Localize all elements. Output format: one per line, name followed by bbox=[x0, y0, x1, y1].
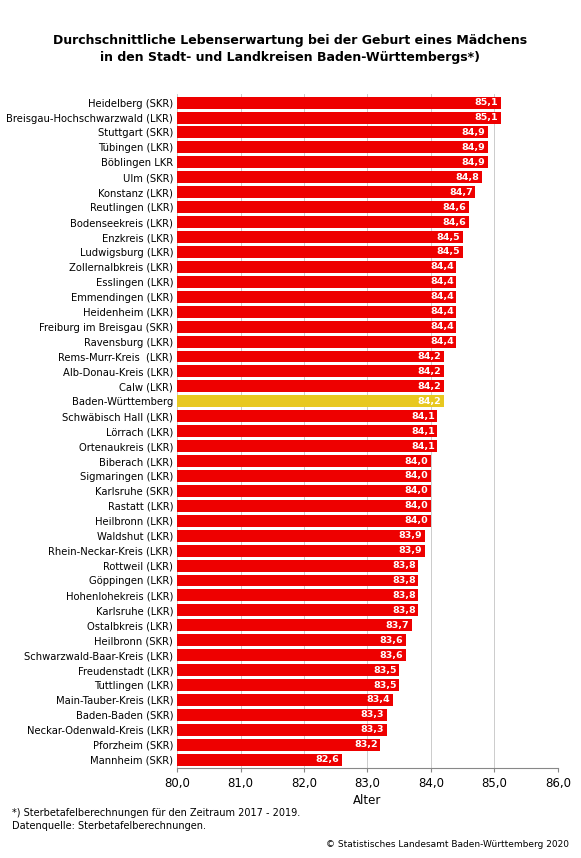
Text: 84,4: 84,4 bbox=[430, 277, 454, 287]
Text: 84,9: 84,9 bbox=[462, 158, 486, 166]
Text: 83,6: 83,6 bbox=[379, 650, 403, 660]
Text: Durchschnittliche Lebenserwartung bei der Geburt eines Mädchens
in den Stadt- un: Durchschnittliche Lebenserwartung bei de… bbox=[53, 34, 528, 64]
Bar bbox=[177, 410, 437, 422]
Bar bbox=[177, 739, 380, 751]
Text: 84,1: 84,1 bbox=[411, 426, 435, 436]
Bar bbox=[177, 634, 406, 646]
Bar bbox=[177, 426, 437, 437]
Bar bbox=[177, 664, 399, 676]
Text: 84,1: 84,1 bbox=[411, 442, 435, 450]
Text: 84,0: 84,0 bbox=[405, 517, 428, 525]
Text: 83,7: 83,7 bbox=[386, 621, 410, 630]
Text: 83,8: 83,8 bbox=[392, 606, 415, 615]
Bar bbox=[177, 455, 431, 467]
Text: 84,0: 84,0 bbox=[405, 456, 428, 466]
Text: 84,2: 84,2 bbox=[417, 352, 441, 361]
Bar bbox=[177, 142, 488, 154]
Bar bbox=[177, 126, 488, 138]
Text: 84,4: 84,4 bbox=[430, 307, 454, 316]
Text: 83,3: 83,3 bbox=[360, 725, 384, 734]
Text: 83,5: 83,5 bbox=[373, 666, 397, 674]
Bar bbox=[177, 112, 501, 124]
Text: 83,9: 83,9 bbox=[399, 531, 422, 541]
Bar bbox=[177, 305, 456, 317]
Bar bbox=[177, 246, 462, 258]
Bar bbox=[177, 500, 431, 511]
Bar bbox=[177, 261, 456, 273]
Text: 83,8: 83,8 bbox=[392, 561, 415, 570]
Bar bbox=[177, 321, 456, 333]
Bar bbox=[177, 201, 469, 213]
Bar bbox=[177, 724, 386, 736]
Bar bbox=[177, 380, 444, 392]
Bar bbox=[177, 335, 456, 347]
Text: 84,4: 84,4 bbox=[430, 293, 454, 301]
Bar bbox=[177, 589, 418, 601]
Text: 85,1: 85,1 bbox=[475, 98, 498, 107]
Bar bbox=[177, 186, 475, 198]
Bar bbox=[177, 216, 469, 228]
Text: 84,8: 84,8 bbox=[456, 172, 479, 182]
Text: 83,4: 83,4 bbox=[367, 696, 390, 704]
Text: 84,0: 84,0 bbox=[405, 501, 428, 511]
Bar bbox=[177, 351, 444, 362]
Text: 84,1: 84,1 bbox=[411, 412, 435, 420]
Bar bbox=[177, 679, 399, 691]
Bar bbox=[177, 396, 444, 408]
Text: 84,4: 84,4 bbox=[430, 263, 454, 271]
Bar bbox=[177, 545, 425, 557]
Bar bbox=[177, 470, 431, 482]
Bar bbox=[177, 694, 393, 706]
Text: 83,2: 83,2 bbox=[354, 740, 378, 749]
Bar bbox=[177, 485, 431, 497]
Bar bbox=[177, 619, 412, 631]
Text: 83,3: 83,3 bbox=[360, 710, 384, 719]
Bar bbox=[177, 172, 482, 184]
Text: 83,8: 83,8 bbox=[392, 591, 415, 600]
X-axis label: Alter: Alter bbox=[353, 795, 382, 807]
Bar bbox=[177, 650, 406, 662]
Text: 84,4: 84,4 bbox=[430, 337, 454, 346]
Bar bbox=[177, 604, 418, 616]
Bar bbox=[177, 753, 342, 765]
Bar bbox=[177, 709, 386, 721]
Bar bbox=[177, 515, 431, 527]
Text: 84,7: 84,7 bbox=[449, 188, 473, 196]
Bar bbox=[177, 559, 418, 571]
Text: 84,5: 84,5 bbox=[436, 247, 460, 257]
Text: 84,6: 84,6 bbox=[443, 202, 467, 212]
Bar bbox=[177, 231, 462, 243]
Bar bbox=[177, 440, 437, 452]
Bar bbox=[177, 275, 456, 287]
Bar bbox=[177, 97, 501, 109]
Bar bbox=[177, 366, 444, 378]
Text: 83,5: 83,5 bbox=[373, 680, 397, 690]
Text: 85,1: 85,1 bbox=[475, 113, 498, 122]
Bar bbox=[177, 529, 425, 541]
Text: 83,6: 83,6 bbox=[379, 636, 403, 644]
Text: 84,9: 84,9 bbox=[462, 128, 486, 137]
Bar bbox=[177, 575, 418, 587]
Text: 84,0: 84,0 bbox=[405, 486, 428, 495]
Text: 84,2: 84,2 bbox=[417, 382, 441, 391]
Text: 84,5: 84,5 bbox=[436, 233, 460, 241]
Text: 84,0: 84,0 bbox=[405, 471, 428, 480]
Bar bbox=[177, 156, 488, 168]
Text: 84,2: 84,2 bbox=[417, 367, 441, 376]
Text: 84,9: 84,9 bbox=[462, 143, 486, 152]
Bar bbox=[177, 291, 456, 303]
Text: 83,9: 83,9 bbox=[399, 547, 422, 555]
Text: © Statistisches Landesamt Baden-Württemberg 2020: © Statistisches Landesamt Baden-Württemb… bbox=[327, 841, 569, 849]
Text: 84,2: 84,2 bbox=[417, 396, 441, 406]
Text: 83,8: 83,8 bbox=[392, 576, 415, 585]
Text: 84,4: 84,4 bbox=[430, 322, 454, 331]
Text: 82,6: 82,6 bbox=[316, 755, 339, 764]
Text: 84,6: 84,6 bbox=[443, 218, 467, 227]
Text: *) Sterbetafelberechnungen für den Zeitraum 2017 - 2019.
Datenquelle: Sterbetafe: *) Sterbetafelberechnungen für den Zeitr… bbox=[12, 808, 300, 831]
